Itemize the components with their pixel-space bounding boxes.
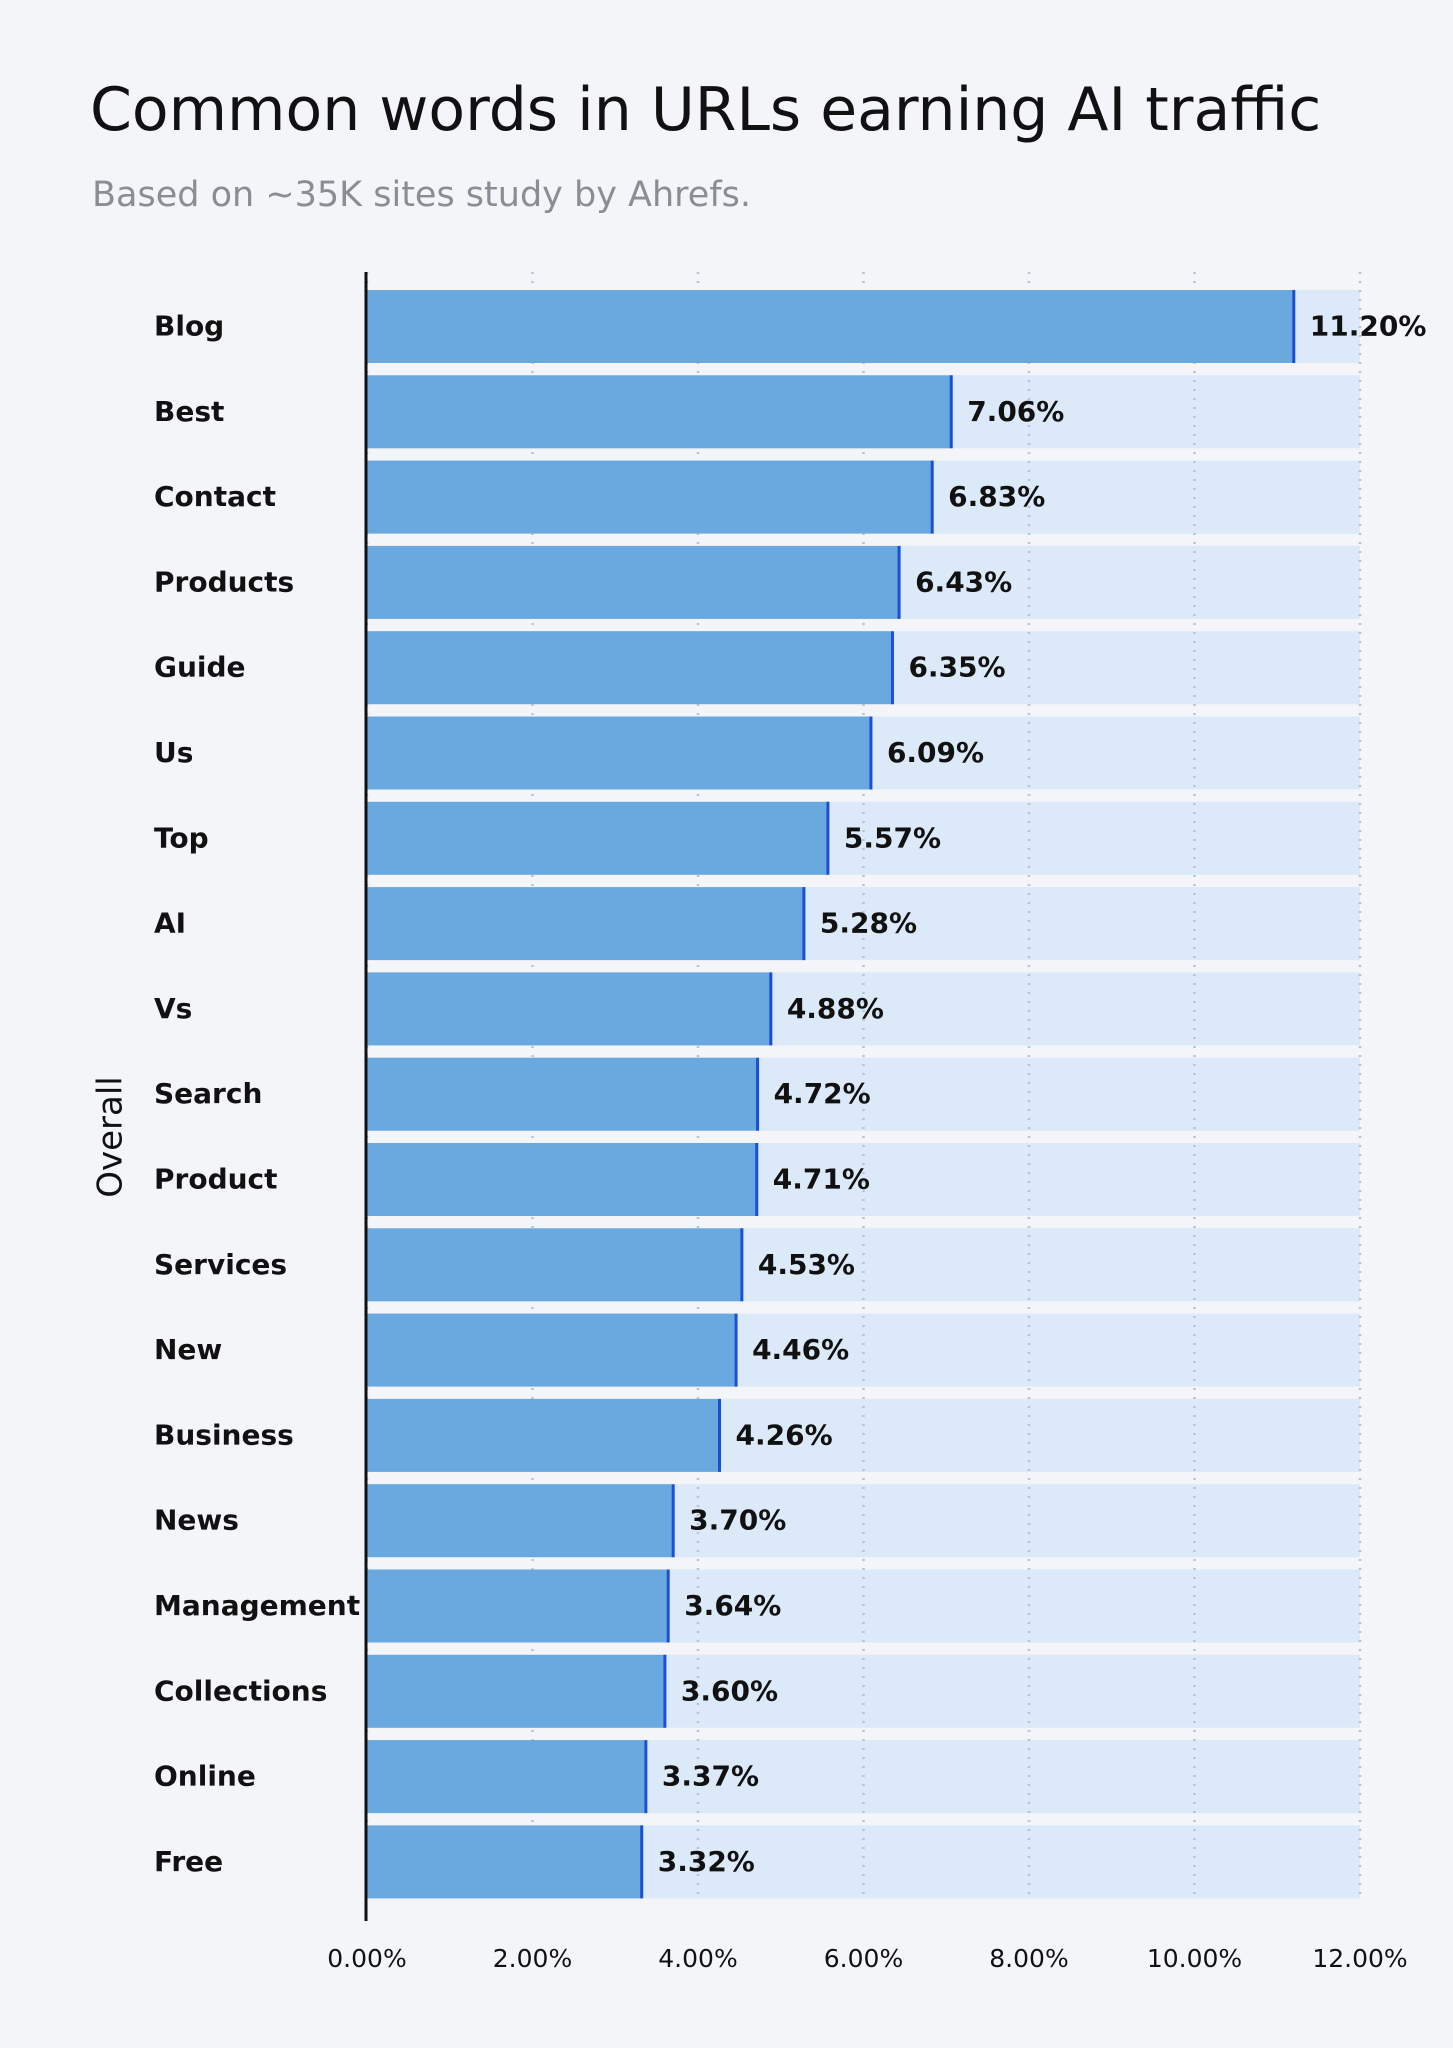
y-tick-label: Management (154, 1589, 360, 1622)
x-tick-label: 8.00% (989, 1944, 1068, 1973)
bar (367, 1569, 669, 1643)
bar (367, 375, 952, 449)
y-tick-label: Free (154, 1845, 223, 1878)
value-label: 3.60% (681, 1674, 778, 1707)
value-label: 4.46% (752, 1333, 849, 1366)
bar (367, 1484, 674, 1558)
bar (367, 1313, 737, 1387)
x-tick-label: 0.00% (327, 1944, 406, 1973)
value-label: 3.70% (689, 1504, 786, 1537)
bar (367, 631, 893, 705)
x-tick-label: 2.00% (493, 1944, 572, 1973)
y-tick-label: Search (154, 1077, 262, 1110)
bar (367, 887, 804, 961)
value-label: 5.28% (820, 907, 917, 940)
y-tick-label: Contact (154, 480, 276, 513)
value-label: 6.35% (908, 651, 1005, 684)
value-label: 6.83% (948, 480, 1045, 513)
value-label: 4.72% (774, 1077, 871, 1110)
value-label: 4.26% (736, 1418, 833, 1451)
y-tick-label: Us (154, 736, 193, 769)
value-label: 4.88% (787, 992, 884, 1025)
value-label: 3.32% (658, 1845, 755, 1878)
bar (367, 545, 900, 619)
x-tick-label: 4.00% (658, 1944, 737, 1973)
value-label: 11.20% (1310, 310, 1427, 343)
bar (367, 1740, 646, 1814)
y-tick-label: AI (154, 907, 186, 940)
y-tick-label: Products (154, 565, 294, 598)
bar (367, 290, 1294, 363)
bar (367, 460, 933, 534)
chart-title: Common words in URLs earning AI traffic (90, 75, 1321, 145)
value-label: 3.37% (662, 1760, 759, 1793)
y-tick-label: Services (154, 1248, 287, 1281)
y-tick-label: Business (154, 1418, 294, 1451)
y-tick-label: Online (154, 1760, 256, 1793)
value-label: 5.57% (844, 821, 941, 854)
y-axis-label: Overall (91, 1076, 131, 1198)
y-tick-label: Product (154, 1163, 278, 1196)
bar (367, 972, 771, 1046)
bar (367, 1228, 742, 1302)
x-tick-label: 6.00% (824, 1944, 903, 1973)
bar (367, 716, 871, 790)
value-label: 4.53% (758, 1248, 855, 1281)
bar (367, 1143, 757, 1216)
bar (367, 801, 828, 875)
value-label: 3.64% (684, 1589, 781, 1622)
y-tick-label: Top (154, 821, 209, 854)
y-tick-label: News (154, 1504, 239, 1537)
y-tick-label: Blog (154, 310, 224, 343)
y-tick-label: Vs (154, 992, 192, 1025)
y-tick-label: Guide (154, 651, 246, 684)
chart-subtitle: Based on ~35K sites study by Ahrefs. (92, 175, 751, 215)
x-tick-label: 10.00% (1147, 1944, 1242, 1973)
y-tick-label: Best (154, 395, 224, 428)
value-label: 6.09% (887, 736, 984, 769)
value-label: 4.71% (773, 1163, 870, 1196)
y-tick-label: New (154, 1333, 222, 1366)
value-label: 7.06% (967, 395, 1064, 428)
value-label: 6.43% (915, 565, 1012, 598)
y-tick-label: Collections (154, 1674, 327, 1707)
bar (367, 1398, 720, 1472)
x-tick-label: 12.00% (1312, 1944, 1407, 1973)
bar (367, 1825, 642, 1899)
bar (367, 1057, 758, 1131)
bar (367, 1654, 665, 1728)
